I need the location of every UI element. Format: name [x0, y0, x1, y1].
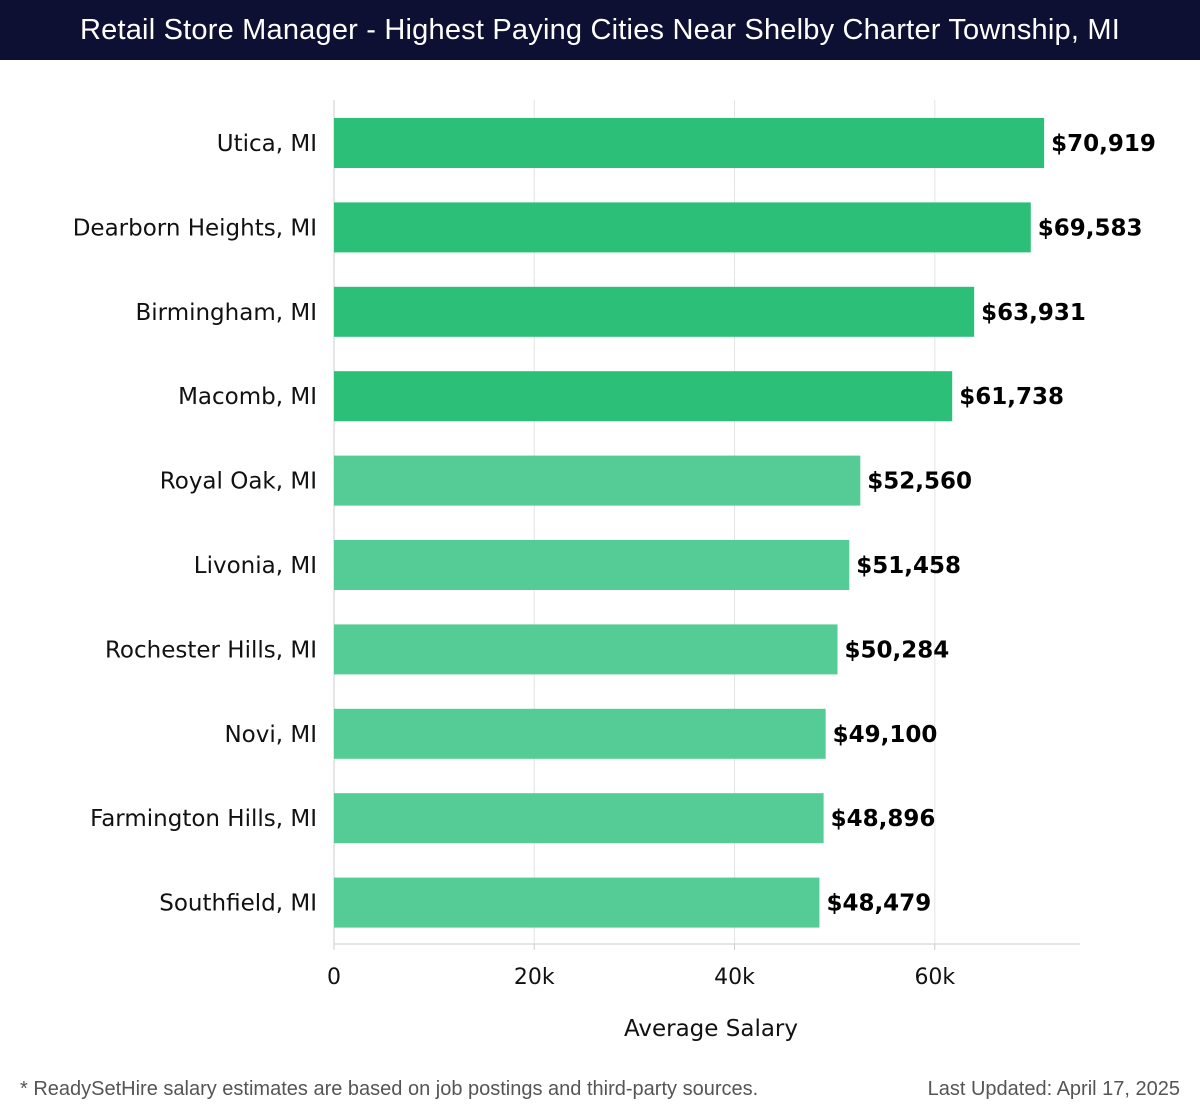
- value-label: $63,931: [981, 300, 1086, 326]
- category-label: Utica, MI: [217, 131, 317, 157]
- value-label: $49,100: [833, 722, 938, 748]
- footnote: * ReadySetHire salary estimates are base…: [20, 1078, 759, 1100]
- last-updated: Last Updated: April 17, 2025: [927, 1078, 1180, 1100]
- category-label: Southfield, MI: [159, 891, 317, 917]
- value-label: $69,583: [1038, 215, 1143, 241]
- value-label: $61,738: [959, 384, 1064, 410]
- x-tick-label: 0: [327, 965, 341, 990]
- bar: [334, 540, 850, 590]
- bar: [334, 455, 861, 506]
- bar: [334, 793, 824, 844]
- category-label: Royal Oak, MI: [160, 469, 317, 495]
- bar-chart: 0 20k 40k 60k Average Salary Utica, MI $70,919…: [73, 100, 1156, 1042]
- bar: [334, 286, 975, 337]
- x-tick-label: 40k: [714, 965, 755, 990]
- chart-title: Retail Store Manager - Highest Paying Ci…: [0, 0, 1200, 60]
- category-label: Dearborn Heights, MI: [73, 215, 317, 241]
- category-label: Birmingham, MI: [135, 300, 317, 326]
- value-label: $50,284: [845, 637, 950, 663]
- x-tick-label: 60k: [914, 965, 955, 990]
- category-label: Macomb, MI: [178, 384, 317, 410]
- value-label: $70,919: [1051, 131, 1156, 157]
- category-label: Novi, MI: [224, 722, 317, 748]
- category-label: Rochester Hills, MI: [105, 637, 317, 663]
- bar: [334, 202, 1031, 253]
- bar: [334, 624, 838, 675]
- value-label: $52,560: [867, 469, 972, 495]
- bar: [334, 708, 826, 759]
- bar: [334, 877, 820, 928]
- category-label: Livonia, MI: [194, 553, 317, 579]
- category-label: Farmington Hills, MI: [90, 806, 317, 832]
- bar: [334, 371, 953, 422]
- x-axis-title: Average Salary: [624, 1016, 798, 1042]
- value-label: $51,458: [856, 553, 961, 579]
- value-label: $48,896: [831, 806, 936, 832]
- x-tick-label: 20k: [514, 965, 555, 990]
- value-label: $48,479: [826, 891, 931, 917]
- bar: [334, 118, 1045, 168]
